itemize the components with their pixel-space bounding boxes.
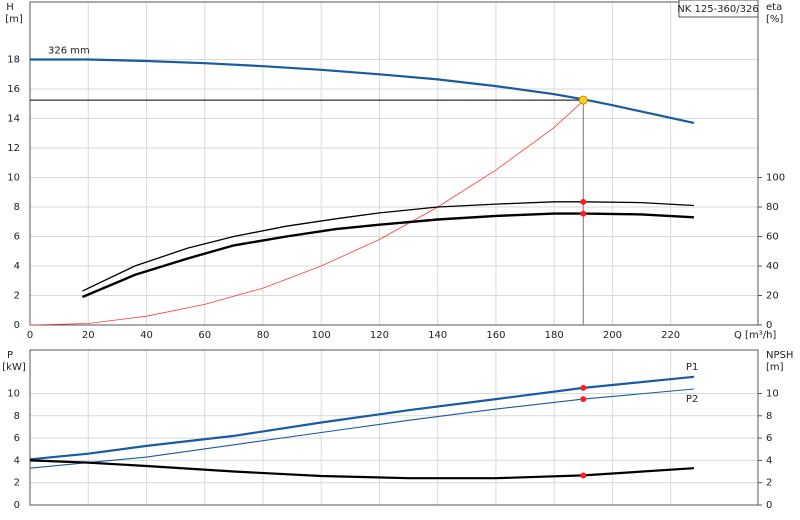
y-tick-label: 12: [7, 143, 20, 154]
y-tick-label: 8: [14, 202, 20, 213]
y2-tick-label: 0: [766, 320, 772, 331]
x-tick-label: 80: [257, 330, 270, 341]
y-axis-unit: [m]: [5, 14, 23, 25]
operating-point: [580, 384, 587, 391]
x-tick-label: 180: [545, 330, 564, 341]
plot-frame: [29, 349, 759, 506]
y-axis-label: H: [6, 2, 14, 13]
y2-tick-label: 6: [766, 433, 772, 444]
y-tick-label: 0: [14, 500, 20, 511]
model-label: NK 125-360/326: [677, 4, 758, 15]
y-axis-unit: [kW]: [2, 362, 26, 373]
y-tick-label: 16: [7, 84, 20, 95]
y-tick-label: 14: [7, 114, 20, 125]
y-tick-label: 2: [14, 478, 20, 489]
curve: [81, 212, 694, 299]
curve-label: P1: [686, 362, 698, 373]
y2-tick-label: 100: [766, 173, 785, 184]
x-tick-label: 40: [140, 330, 153, 341]
y-tick-label: 10: [7, 388, 20, 399]
plot-frame: [29, 1, 759, 326]
x-tick-label: 0: [27, 330, 33, 341]
y2-axis-unit: [m]: [766, 362, 784, 373]
operating-point: [580, 396, 587, 403]
x-tick-label: 120: [370, 330, 389, 341]
x-tick-label: 20: [82, 330, 95, 341]
y2-tick-label: 2: [766, 478, 772, 489]
curve: [29, 100, 584, 326]
y-tick-label: 10: [7, 173, 20, 184]
y-tick-label: 2: [14, 291, 20, 302]
y-tick-label: 6: [14, 232, 20, 243]
y2-tick-label: 8: [766, 411, 772, 422]
curve-label: P2: [686, 394, 698, 405]
y2-tick-label: 40: [766, 261, 779, 272]
y2-tick-label: 10: [766, 388, 779, 399]
y-axis-label: P: [7, 350, 13, 361]
y2-tick-label: 20: [766, 291, 779, 302]
operating-point: [580, 472, 587, 479]
y2-tick-label: 80: [766, 202, 779, 213]
curve: [30, 58, 695, 124]
y2-axis-label: eta: [766, 2, 782, 13]
y-tick-label: 4: [14, 261, 20, 272]
curve: [82, 201, 694, 292]
x-tick-label: 160: [486, 330, 505, 341]
curve: [29, 375, 695, 461]
curve: [29, 388, 694, 469]
y-tick-label: 0: [14, 320, 20, 331]
x-tick-label: 60: [198, 330, 211, 341]
y-tick-label: 6: [14, 433, 20, 444]
y2-tick-label: 0: [766, 500, 772, 511]
y2-tick-label: 4: [766, 455, 772, 466]
x-tick-label: 200: [603, 330, 622, 341]
y-tick-label: 8: [14, 411, 20, 422]
y-tick-label: 4: [14, 455, 20, 466]
curve: [29, 459, 694, 480]
curve-label: 326 mm: [48, 46, 90, 57]
operating-point: [578, 95, 588, 105]
y2-axis-unit: [%]: [766, 14, 783, 25]
x-tick-label: 140: [428, 330, 447, 341]
x-tick-label: 220: [661, 330, 680, 341]
y2-tick-label: 60: [766, 232, 779, 243]
model-box: [678, 0, 759, 18]
y2-axis-label: NPSH: [766, 350, 793, 361]
operating-point: [580, 210, 587, 217]
x-tick-label: 100: [312, 330, 331, 341]
operating-point: [580, 198, 587, 205]
x-axis-label: Q [m³/h]: [734, 330, 776, 341]
y-tick-label: 18: [7, 55, 20, 66]
